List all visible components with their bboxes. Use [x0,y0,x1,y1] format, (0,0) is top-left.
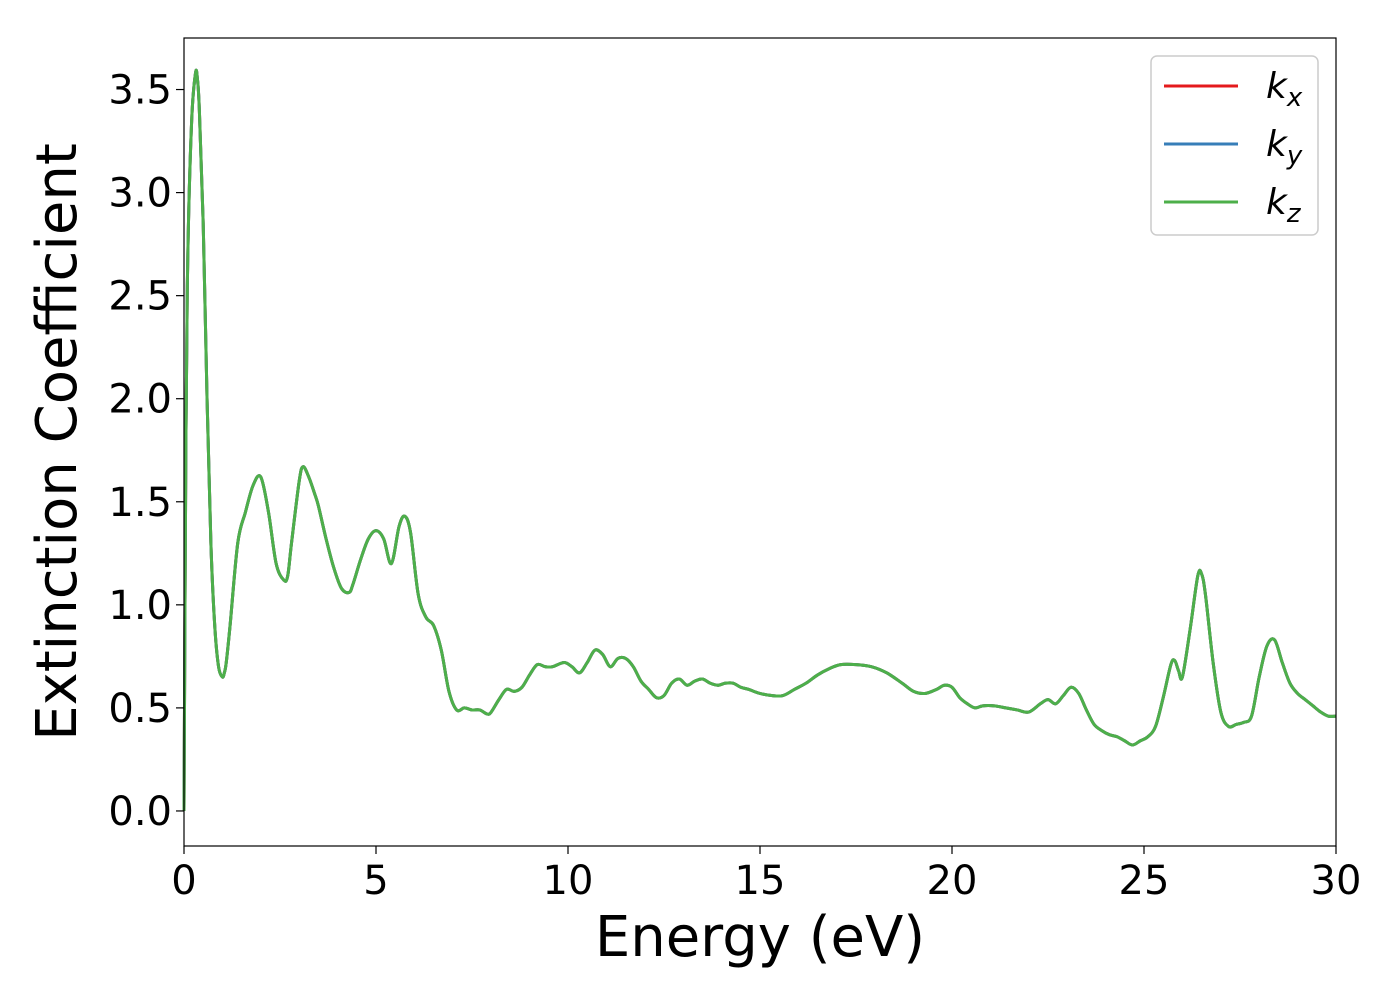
y-axis: 0.0 0.5 1.0 1.5 2.0 2.5 3.0 3.5 [108,68,184,835]
x-axis: 0 5 10 15 20 25 30 [171,846,1361,904]
x-tick-label: 10 [543,858,594,904]
series-line-kz [182,68,1337,811]
x-tick-label: 15 [735,858,786,904]
plot-lines [182,68,1337,811]
y-tick-label: 2.5 [108,274,172,320]
y-tick-label: 1.0 [108,583,172,629]
x-tick-label: 20 [927,858,978,904]
y-axis-title: Extinction Coefficient [25,143,90,741]
y-tick-label: 3.0 [108,171,172,217]
y-tick-label: 1.5 [108,480,172,526]
y-tick-label: 3.5 [108,68,172,114]
x-axis-title: Energy (eV) [595,905,925,970]
x-tick-label: 25 [1119,858,1170,904]
y-tick-label: 0.0 [108,789,172,835]
x-tick-label: 30 [1311,858,1362,904]
y-tick-label: 2.0 [108,377,172,423]
x-tick-label: 0 [171,858,196,904]
y-tick-label: 0.5 [108,686,172,732]
x-tick-label: 5 [363,858,388,904]
